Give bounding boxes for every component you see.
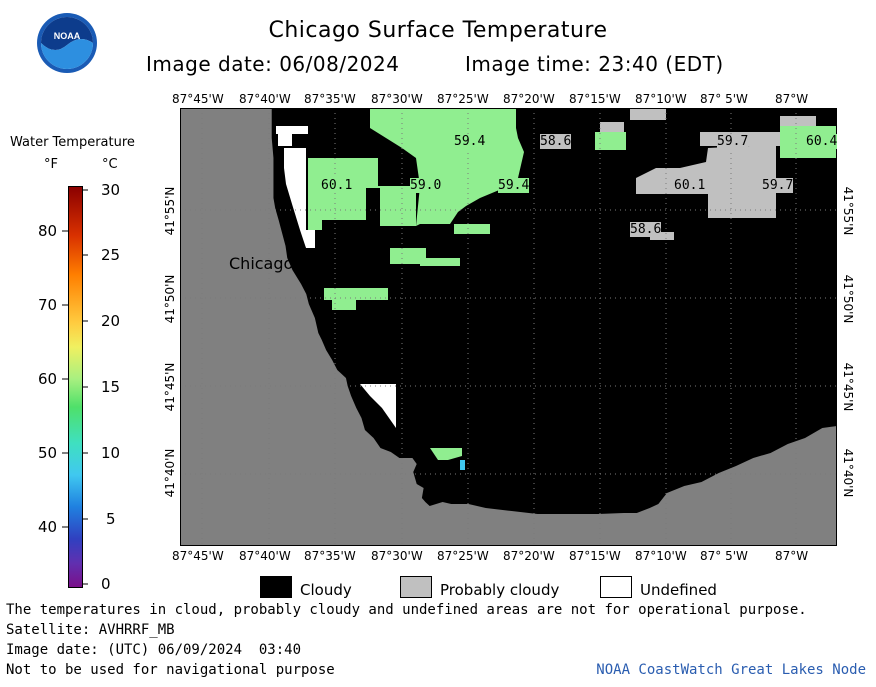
temperature-label: 60.1: [674, 178, 706, 193]
lat-label-right: 41°40'N: [841, 448, 855, 498]
lon-label-bottom: 87°35'W: [304, 549, 356, 563]
colorbar-f-tick: 70: [38, 296, 58, 314]
cool-water-pixel: [460, 460, 465, 470]
lon-label-top: 87°40'W: [239, 92, 291, 106]
lat-label-left: 41°50'N: [163, 274, 177, 324]
undefined-area: [284, 148, 315, 248]
undefined-area: [278, 134, 292, 146]
colorbar-title: Water Temperature: [10, 135, 135, 150]
lon-label-top: 87° 5'W: [700, 92, 748, 106]
colorbar-unit-c: °C: [102, 157, 118, 172]
lon-label-top: 87°30'W: [371, 92, 423, 106]
svg-text:NOAA: NOAA: [54, 31, 81, 41]
utc-date-text: Image date: (UTC) 06/09/2024 03:40: [6, 642, 302, 658]
colorbar-c-tick: 25: [101, 246, 121, 264]
colorbar-c-tick: 5: [106, 510, 116, 528]
satellite-text: Satellite: AVHRRF_MB: [6, 622, 175, 638]
lon-label-bottom: 87°20'W: [503, 549, 555, 563]
lat-label-right: 41°45'N: [841, 362, 855, 412]
colorbar-f-tick: 40: [38, 518, 58, 536]
lon-label-top: 87°35'W: [304, 92, 356, 106]
image-date-local: Image date: 06/08/2024: [146, 52, 400, 76]
noaa-logo: NOAA: [37, 13, 97, 73]
undefined-area: [360, 384, 396, 428]
legend-label-cloudy: Cloudy: [300, 581, 352, 599]
map-frame: [180, 108, 837, 546]
city-label-chicago: Chicago: [229, 254, 294, 273]
credit-link[interactable]: NOAA CoastWatch Great Lakes Node: [596, 662, 866, 678]
temperature-map: [180, 108, 837, 546]
legend-swatch-probably-cloudy: [400, 576, 432, 598]
lat-label-left: 41°55'N: [163, 186, 177, 236]
graticule: [180, 108, 837, 546]
temperature-label: 60.1: [321, 178, 353, 193]
image-time-local: Image time: 23:40 (EDT): [465, 52, 724, 76]
lon-label-bottom: 87°10'W: [635, 549, 687, 563]
map-title: Chicago Surface Temperature: [268, 18, 608, 43]
temperature-label: 59.0: [410, 178, 442, 193]
colorbar-c-tick: 0: [101, 575, 111, 593]
chicago-marker: [298, 245, 306, 253]
lon-label-bottom: 87°W: [775, 549, 809, 563]
lat-label-right: 41°50'N: [841, 274, 855, 324]
lon-label-bottom: 87°40'W: [239, 549, 291, 563]
lon-label-bottom: 87°15'W: [569, 549, 621, 563]
lon-label-bottom: 87° 5'W: [700, 549, 748, 563]
temperature-label: 58.6: [540, 134, 572, 149]
lon-label-top: 87°10'W: [635, 92, 687, 106]
lon-label-bottom: 87°45'W: [172, 549, 224, 563]
lon-label-top: 87°15'W: [569, 92, 621, 106]
lon-label-bottom: 87°30'W: [371, 549, 423, 563]
undefined-area: [276, 126, 308, 134]
colorbar-c-tick: 20: [101, 312, 121, 330]
legend-label-undefined: Undefined: [640, 581, 717, 599]
temperature-label: 60.4: [806, 134, 838, 149]
lon-label-top: 87°25'W: [437, 92, 489, 106]
lon-label-top: 87°20'W: [503, 92, 555, 106]
temperature-label: 59.4: [454, 134, 486, 149]
colorbar-ticks: [62, 189, 88, 585]
navigation-warning: Not to be used for navigational purpose: [6, 662, 335, 678]
temperature-label: 59.4: [498, 178, 530, 193]
disclaimer-text: The temperatures in cloud, probably clou…: [6, 602, 807, 618]
colorbar-c-tick: 15: [101, 378, 121, 396]
colorbar-unit-f: °F: [44, 157, 58, 172]
colorbar-f-tick: 60: [38, 370, 58, 388]
legend-swatch-cloudy: [260, 576, 292, 598]
legend-swatch-undefined: [600, 576, 632, 598]
temperature-label: 58.6: [630, 222, 662, 237]
lon-label-top: 87°W: [775, 92, 809, 106]
lat-label-right: 41°55'N: [841, 186, 855, 236]
temperature-label: 59.7: [717, 134, 749, 149]
lat-label-left: 41°40'N: [163, 448, 177, 498]
colorbar-c-tick: 30: [101, 181, 121, 199]
colorbar-f-tick: 50: [38, 444, 58, 462]
colorbar-f-tick: 80: [38, 222, 58, 240]
temperature-label: 59.7: [762, 178, 794, 193]
colorbar-c-tick: 10: [101, 444, 121, 462]
lon-label-bottom: 87°25'W: [437, 549, 489, 563]
lon-label-top: 87°45'W: [172, 92, 224, 106]
lat-label-left: 41°45'N: [163, 362, 177, 412]
legend-label-probably-cloudy: Probably cloudy: [440, 581, 560, 599]
